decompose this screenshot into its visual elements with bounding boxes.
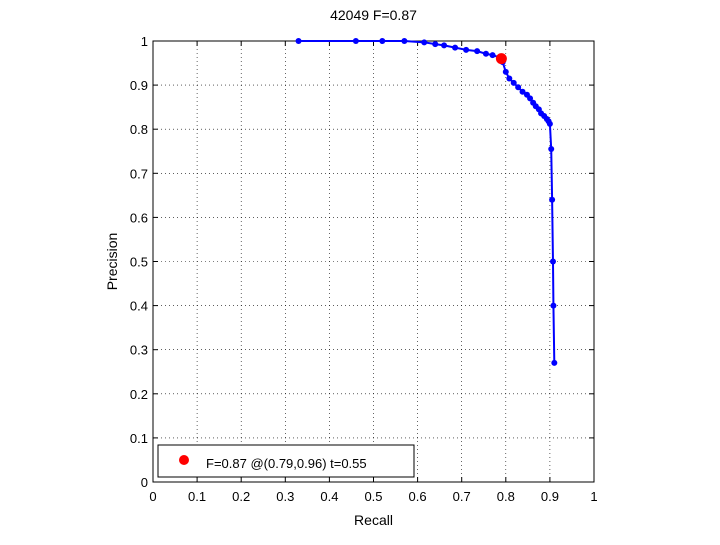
grid xyxy=(153,41,594,482)
x-tick-label-2: 0.2 xyxy=(232,489,250,504)
x-tick-label-1: 0.1 xyxy=(188,489,206,504)
y-tick-label-6: 0.6 xyxy=(130,210,148,225)
x-tick-label-10: 1 xyxy=(590,489,597,504)
x-tick-label-6: 0.6 xyxy=(409,489,427,504)
data-point-9 xyxy=(474,48,481,55)
data-point-7 xyxy=(452,44,459,51)
data-point-14 xyxy=(502,68,509,75)
data-point-28 xyxy=(546,120,553,127)
chart-title: 42049 F=0.87 xyxy=(330,7,417,23)
y-tick-label-1: 0.1 xyxy=(130,431,148,446)
data-point-29 xyxy=(548,146,555,153)
data-point-8 xyxy=(463,46,470,53)
data-point-30 xyxy=(549,196,556,203)
data-point-20 xyxy=(527,95,534,102)
legend-marker xyxy=(179,455,189,465)
y-tick-label-4: 0.4 xyxy=(130,299,148,314)
data-point-3 xyxy=(401,38,408,44)
data-point-31 xyxy=(549,258,556,265)
x-tick-label-4: 0.4 xyxy=(320,489,338,504)
data-point-17 xyxy=(515,84,522,91)
x-tick-label-9: 0.9 xyxy=(541,489,559,504)
legend-box xyxy=(157,444,415,478)
y-tick-label-5: 0.5 xyxy=(130,255,148,270)
data-point-32 xyxy=(550,302,557,309)
axis-ticks: 0 0.1 0.2 0.3 0.4 0.5 0.6 0.7 0.8 0.9 1 0 0.1 0.2 0.3 0… xyxy=(130,34,598,504)
y-tick-label-0: 0 xyxy=(141,475,148,490)
x-tick-label-3: 0.3 xyxy=(276,489,294,504)
y-axis-title: Precision xyxy=(104,233,120,291)
y-tick-label-10: 1 xyxy=(141,34,148,49)
x-tick-label-8: 0.8 xyxy=(497,489,515,504)
x-tick-label-0: 0 xyxy=(149,489,156,504)
x-axis-title: Recall xyxy=(354,512,393,528)
data-point-1 xyxy=(352,38,359,44)
y-tick-label-8: 0.8 xyxy=(130,122,148,137)
data-point-18 xyxy=(519,88,526,95)
x-tick-label-7: 0.7 xyxy=(453,489,471,504)
y-tick-label-2: 0.2 xyxy=(130,387,148,402)
data-point-6 xyxy=(441,42,448,49)
legend: F=0.87 @(0.79,0.96) t=0.55 xyxy=(157,444,415,478)
legend-label: F=0.87 @(0.79,0.96) t=0.55 xyxy=(206,456,367,471)
y-tick-label-9: 0.9 xyxy=(130,78,148,93)
data-point-2 xyxy=(379,38,386,44)
data-point-4 xyxy=(421,39,428,46)
y-tick-label-7: 0.7 xyxy=(130,166,148,181)
best-f-point xyxy=(495,53,507,65)
y-tick-label-3: 0.3 xyxy=(130,343,148,358)
data-point-16 xyxy=(510,79,517,86)
data-point-15 xyxy=(506,75,513,82)
data-point-10 xyxy=(482,50,489,57)
data-point-5 xyxy=(432,41,439,48)
series-layer xyxy=(295,38,558,366)
data-point-11 xyxy=(489,52,496,59)
x-tick-label-5: 0.5 xyxy=(364,489,382,504)
data-point-33 xyxy=(551,359,558,366)
data-point-0 xyxy=(295,38,302,44)
